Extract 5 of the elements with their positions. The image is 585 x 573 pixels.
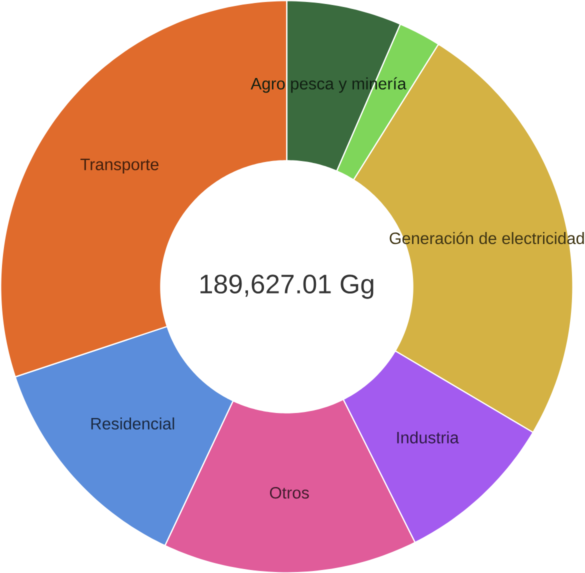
text: 189,627.01 Gg: [200, 274, 374, 299]
slice-label: Industria: [397, 431, 459, 444]
slice-label: Transporte: [80, 158, 158, 174]
slice-label: Otros: [270, 486, 309, 498]
slice-label: Residencial: [91, 417, 174, 430]
